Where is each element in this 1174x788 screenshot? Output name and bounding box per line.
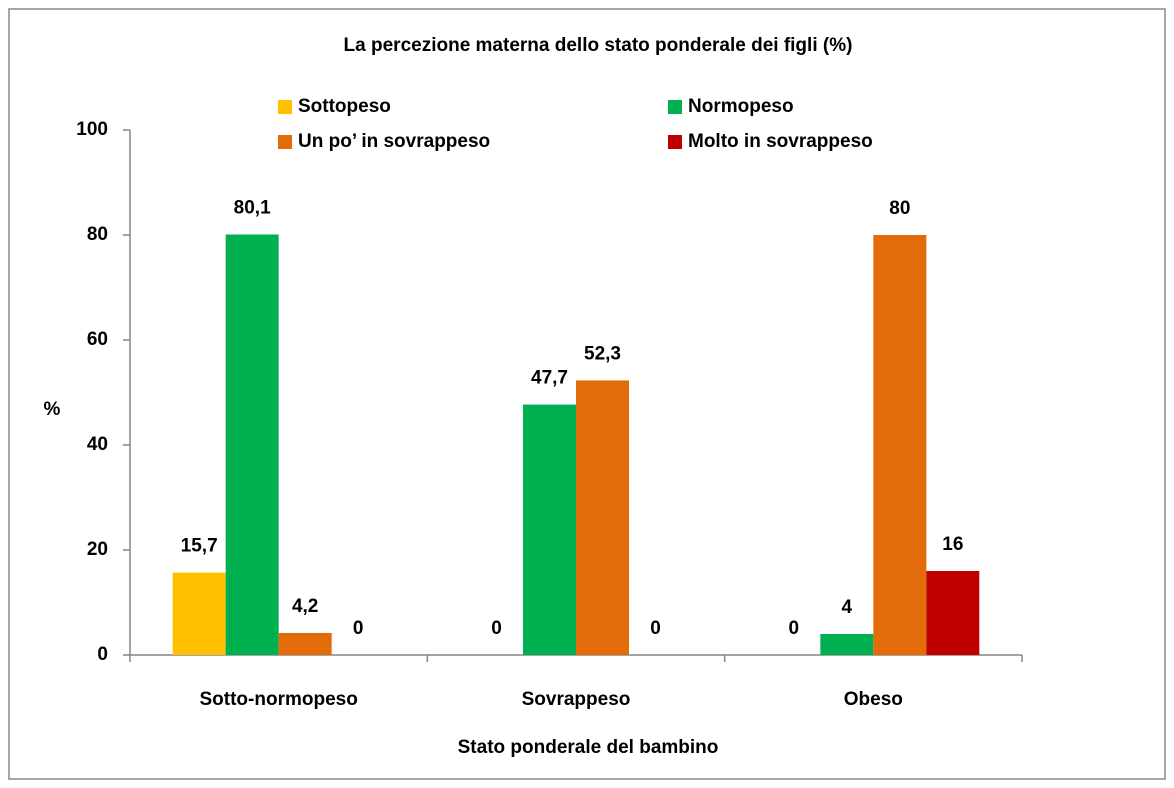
x-tick-label: Obeso — [844, 689, 903, 710]
bar — [820, 634, 874, 655]
bar — [225, 234, 279, 655]
x-tick-label: Sotto-normopeso — [200, 689, 358, 710]
legend-swatch — [278, 100, 292, 114]
y-tick-label: 60 — [87, 329, 108, 350]
y-tick-label: 0 — [97, 644, 108, 665]
y-tick-label: 80 — [87, 224, 108, 245]
data-label: 47,7 — [531, 368, 568, 389]
bar — [523, 404, 576, 655]
legend-label: Molto in sovrappeso — [688, 131, 873, 152]
legend-swatch — [668, 100, 682, 114]
legend-label: Un po’ in sovrappeso — [298, 131, 490, 152]
data-label: 4 — [842, 597, 853, 618]
y-tick-label: 100 — [76, 119, 108, 140]
data-label: 0 — [491, 618, 502, 639]
data-label: 52,3 — [584, 343, 621, 364]
data-label: 15,7 — [181, 536, 218, 557]
y-tick-label: 40 — [87, 434, 108, 455]
legend-swatch — [278, 135, 292, 149]
data-label: 16 — [942, 534, 963, 555]
x-axis-title: Stato ponderale del bambino — [458, 737, 719, 758]
bar — [926, 571, 980, 655]
y-axis-title: % — [44, 399, 61, 420]
data-label: 0 — [789, 618, 800, 639]
bar — [172, 572, 226, 655]
data-label: 80,1 — [234, 197, 271, 218]
data-label: 0 — [353, 618, 364, 639]
x-tick-label: Sovrappeso — [522, 689, 631, 710]
data-label: 0 — [650, 618, 661, 639]
data-label: 80 — [889, 198, 910, 219]
bar — [576, 380, 629, 655]
data-label: 4,2 — [292, 596, 318, 617]
y-tick-label: 20 — [87, 539, 108, 560]
chart-title: La percezione materna dello stato ponder… — [344, 35, 853, 56]
legend-swatch — [668, 135, 682, 149]
bar — [278, 632, 332, 655]
legend-label: Normopeso — [688, 96, 794, 117]
bar — [873, 235, 927, 655]
legend-label: Sottopeso — [298, 96, 391, 117]
